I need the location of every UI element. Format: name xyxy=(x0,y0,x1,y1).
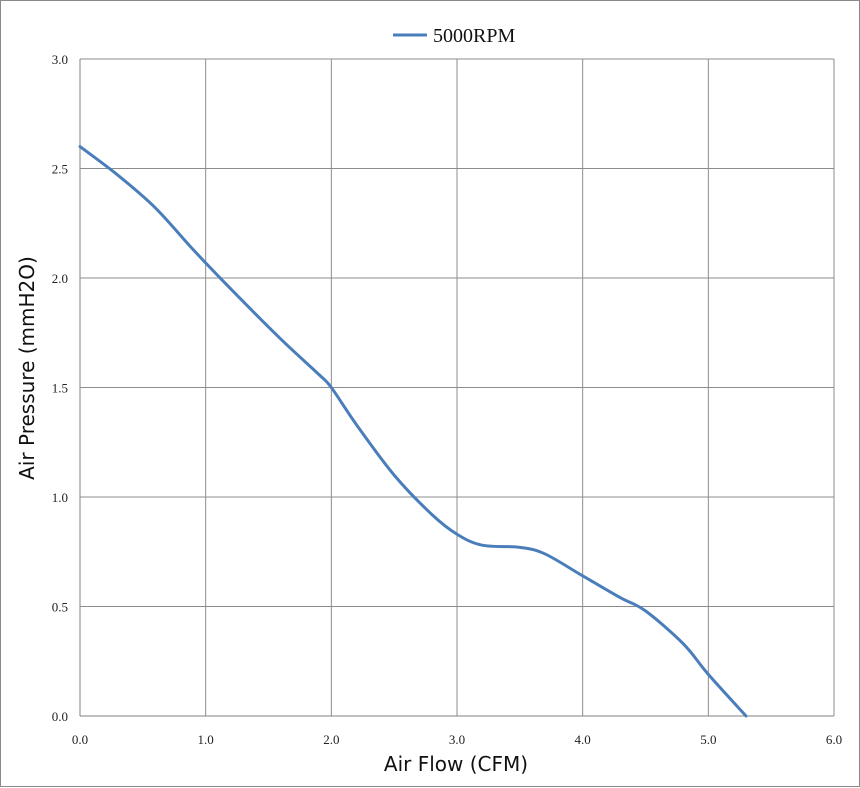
tick-labels: 0.0 1.0 2.0 3.0 4.0 5.0 6.0 0.0 0.5 1.0 1.5 2.0 2.5 3… xyxy=(52,52,842,747)
y-tick-label: 3.0 xyxy=(52,52,68,67)
y-tick-label: 2.0 xyxy=(52,271,68,286)
y-tick-label: 1.5 xyxy=(52,381,68,396)
x-tick-label: 3.0 xyxy=(449,732,465,747)
x-tick-label: 2.0 xyxy=(323,732,339,747)
legend: 5000RPM xyxy=(393,25,515,47)
x-tick-label: 0.0 xyxy=(72,732,88,747)
series-lines xyxy=(78,145,748,718)
y-axis-title: Air Pressure (mmH2O) xyxy=(15,256,39,480)
y-tick-label: 1.0 xyxy=(52,490,68,505)
x-tick-label: 1.0 xyxy=(198,732,214,747)
y-tick-label: 0.0 xyxy=(52,709,68,724)
x-axis-title: Air Flow (CFM) xyxy=(384,752,528,776)
y-tick-label: 0.5 xyxy=(52,600,68,615)
x-tick-label: 5.0 xyxy=(700,732,716,747)
legend-label-5000rpm: 5000RPM xyxy=(433,25,515,47)
y-tick-label: 2.5 xyxy=(52,162,68,177)
x-tick-label: 4.0 xyxy=(575,732,591,747)
series-line-5000rpm xyxy=(78,145,748,718)
x-tick-label: 6.0 xyxy=(826,732,842,747)
gridlines xyxy=(79,58,835,717)
